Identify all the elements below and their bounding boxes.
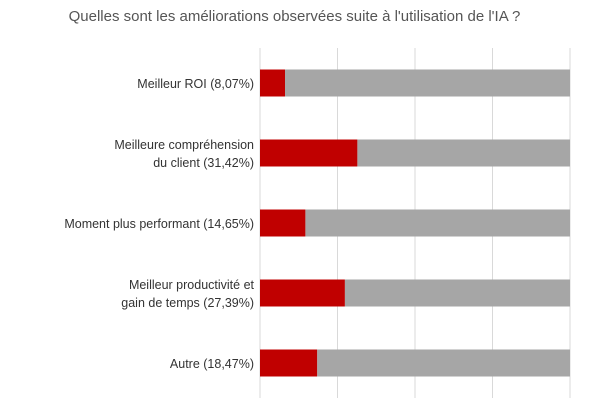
bar-remainder: [285, 69, 570, 97]
category-label: Meilleure compréhension: [114, 138, 254, 152]
category-label: Autre (18,47%): [170, 357, 254, 371]
bar-value: [260, 279, 345, 307]
category-label: gain de temps (27,39%): [121, 296, 254, 310]
category-label: Meilleur productivité et: [129, 278, 255, 292]
bar-value: [260, 139, 358, 167]
bar-value: [260, 69, 286, 97]
category-label: Moment plus performant (14,65%): [64, 217, 254, 231]
category-label: Meilleur ROI (8,07%): [137, 77, 254, 91]
bar-remainder: [305, 209, 570, 237]
bar-remainder: [344, 279, 570, 307]
bar-value: [260, 349, 318, 377]
bar-remainder: [317, 349, 570, 377]
category-label: du client (31,42%): [153, 156, 254, 170]
chart-title: Quelles sont les améliorations observées…: [68, 8, 521, 25]
bar-remainder: [357, 139, 570, 167]
bar-value: [260, 209, 306, 237]
